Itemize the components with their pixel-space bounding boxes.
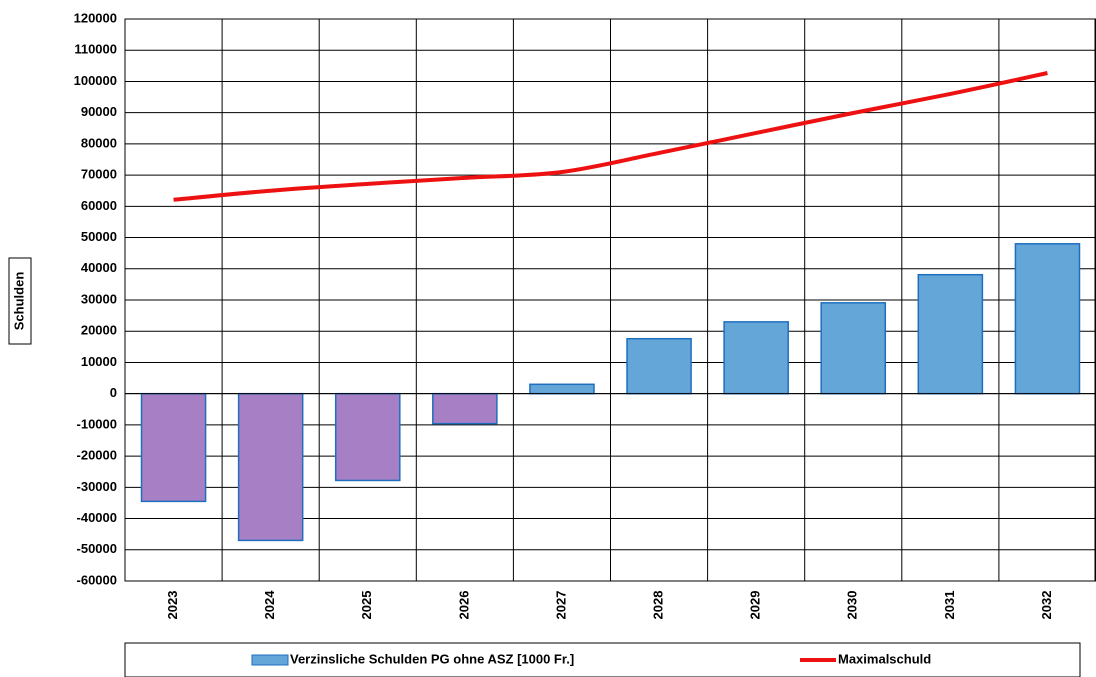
legend-label: Maximalschuld — [838, 651, 931, 666]
x-tick-label: 2030 — [845, 591, 860, 620]
y-tick-label: 120000 — [74, 10, 117, 25]
bar — [723, 321, 789, 395]
bar — [820, 302, 887, 395]
y-tick-label: 90000 — [81, 104, 117, 119]
x-tick-label: 2026 — [456, 591, 471, 620]
y-tick-label: 80000 — [81, 135, 117, 150]
y-tick-label: 110000 — [74, 42, 117, 57]
bar — [626, 337, 692, 395]
bar — [529, 383, 595, 395]
y-tick-label: -50000 — [77, 541, 117, 556]
bar — [432, 392, 498, 425]
y-tick-label: 30000 — [81, 291, 117, 306]
x-tick-label: 2027 — [553, 591, 568, 620]
x-tick-label: 2031 — [942, 591, 957, 620]
y-tick-label: -20000 — [77, 448, 117, 463]
x-tick-label: 2028 — [650, 591, 665, 620]
legend-swatch — [251, 654, 289, 666]
x-tick-label: 2023 — [165, 591, 180, 620]
y-label-box — [8, 257, 32, 345]
y-tick-label: -10000 — [77, 416, 117, 431]
y-tick-label: 100000 — [74, 73, 117, 88]
x-tick-label: 2029 — [748, 591, 763, 620]
legend-label: Verzinsliche Schulden PG ohne ASZ [1000 … — [290, 651, 574, 666]
y-tick-label: 70000 — [81, 167, 117, 182]
y-tick-label: -40000 — [77, 510, 117, 525]
y-tick-label: 40000 — [81, 260, 117, 275]
bar — [334, 392, 401, 482]
line — [173, 71, 1048, 202]
x-tick-label: 2032 — [1039, 591, 1054, 620]
y-tick-label: -30000 — [77, 479, 117, 494]
bar — [1014, 243, 1081, 395]
y-tick-label: -60000 — [77, 572, 117, 587]
y-tick-label: 0 — [110, 385, 117, 400]
x-tick-label: 2024 — [262, 590, 277, 620]
x-tick-label: 2025 — [359, 591, 374, 620]
bar — [917, 273, 984, 395]
plot-border — [124, 18, 1096, 582]
y-tick-label: 50000 — [81, 229, 117, 244]
y-axis-label: Schulden — [11, 272, 26, 331]
bar — [237, 392, 304, 542]
y-tick-label: 60000 — [81, 198, 117, 213]
y-tick-label: 20000 — [81, 323, 117, 338]
bar — [140, 392, 207, 503]
y-tick-label: 10000 — [81, 354, 117, 369]
